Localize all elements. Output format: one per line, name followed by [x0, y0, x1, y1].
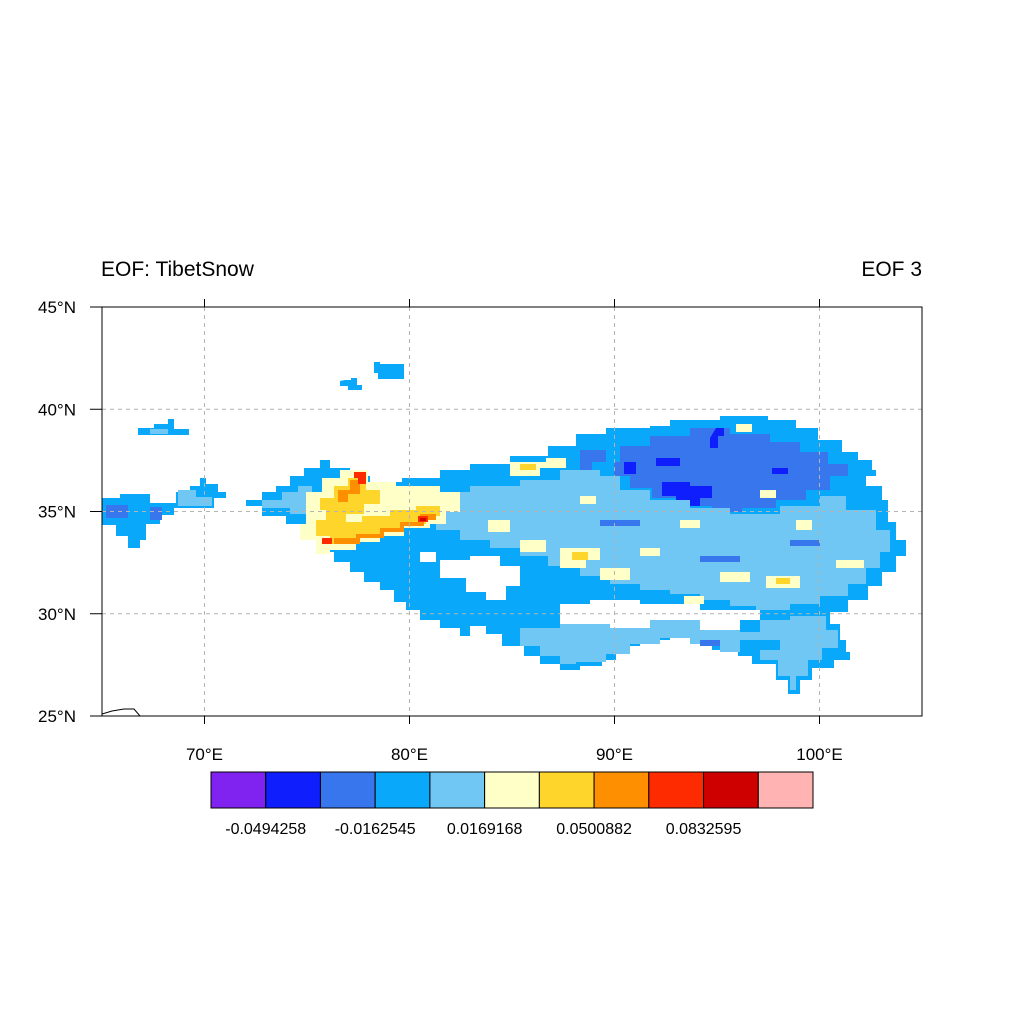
- region-ne-deep-5: [656, 458, 680, 466]
- colorbar-label: -0.0162545: [335, 821, 416, 838]
- map-plot-area: [102, 307, 922, 716]
- tick-label-lon: 70°E: [186, 745, 223, 764]
- patch-north-1: [374, 362, 404, 379]
- colorbar-box-2: [319, 771, 376, 809]
- colorbar-box-7: [593, 771, 650, 809]
- region-west-light: [178, 490, 212, 506]
- south-tongue: [740, 640, 780, 656]
- blob-pale-2: [488, 520, 510, 532]
- colorbar-box-3: [374, 771, 431, 809]
- colorbar-box-6: [538, 771, 595, 809]
- region-red-west-1: [354, 472, 366, 484]
- tick-label-lat: 35°N: [38, 503, 76, 522]
- colorbar-label: 0.0832595: [666, 821, 742, 838]
- region-ne-deep-4: [772, 468, 788, 474]
- blob-pale-12: [580, 496, 596, 504]
- colorbar: -0.0494258 -0.0162545 0.0169168 0.0500882 0.…: [210, 771, 814, 838]
- blob-pale-9: [836, 560, 864, 568]
- streak-dark-2: [700, 556, 740, 562]
- tick-label-lat: 40°N: [38, 400, 76, 419]
- plot-title-left: EOF: TibetSnow: [101, 258, 254, 281]
- region-west-dark-2: [150, 507, 162, 520]
- colorbar-box-8: [648, 771, 705, 809]
- blob-yellow-8: [776, 578, 790, 584]
- region-west-dark: [106, 505, 128, 518]
- blob-pale-10: [640, 548, 660, 556]
- blob-pale-1: [510, 458, 566, 476]
- blob-yellow-1: [520, 464, 536, 470]
- streak-dark-3: [790, 540, 820, 546]
- colorbar-label: 0.0169168: [447, 821, 523, 838]
- colorbar-box-4: [429, 771, 486, 809]
- plot-title-right: EOF 3: [861, 258, 922, 281]
- region-red-west-3: [322, 538, 332, 544]
- colorbar-label: -0.0494258: [225, 821, 306, 838]
- colorbar-label: 0.0500882: [556, 821, 632, 838]
- colorbar-box-9: [703, 771, 759, 809]
- hole-west: [420, 552, 436, 562]
- colorbar-box-1: [265, 771, 321, 809]
- region-ne-deep-2: [710, 428, 724, 448]
- hole-central: [440, 556, 520, 600]
- hole-south: [560, 600, 760, 630]
- coastline: [102, 708, 141, 716]
- axis-ticks: 70°E 80°E 90°E 100°E 25°N 30°N 35°N 40°N 45°N: [38, 298, 843, 764]
- tick-label-lat: 45°N: [38, 298, 76, 317]
- patch-northwest-light: [150, 429, 168, 434]
- colorbar-box-5: [484, 771, 540, 809]
- tick-label-lon: 90°E: [596, 745, 633, 764]
- blob-yellow-4: [572, 552, 588, 560]
- blob-pale-11: [736, 424, 752, 432]
- eof-field-shading: [102, 362, 906, 694]
- region-light-central: [412, 470, 890, 610]
- region-orange-west-2: [334, 514, 436, 544]
- blob-pale-15: [684, 596, 704, 604]
- blob-pale-13: [760, 490, 776, 498]
- tick-label-lon: 100°E: [796, 745, 843, 764]
- region-light-south: [520, 616, 838, 690]
- region-nw-dark: [580, 450, 606, 470]
- blob-pale-6: [680, 520, 700, 528]
- streak-dark-1: [600, 520, 640, 526]
- region-ne-deep-1: [662, 482, 712, 506]
- streak-dark-4: [700, 640, 720, 646]
- tick-label-lon: 80°E: [391, 745, 428, 764]
- blob-pale-3: [520, 540, 546, 552]
- region-darkred-west: [420, 518, 426, 521]
- patch-north-2: [340, 378, 362, 390]
- colorbar-box-10: [757, 771, 814, 809]
- map-gridlines: [102, 307, 922, 716]
- tick-label-lat: 25°N: [38, 707, 76, 726]
- region-orange-west-1: [338, 480, 360, 502]
- blob-pale-14: [796, 520, 812, 530]
- colorbar-box-0: [210, 771, 267, 809]
- blob-pale-7: [720, 572, 750, 582]
- region-ne-deep-3: [624, 462, 636, 474]
- tick-label-lat: 30°N: [38, 605, 76, 624]
